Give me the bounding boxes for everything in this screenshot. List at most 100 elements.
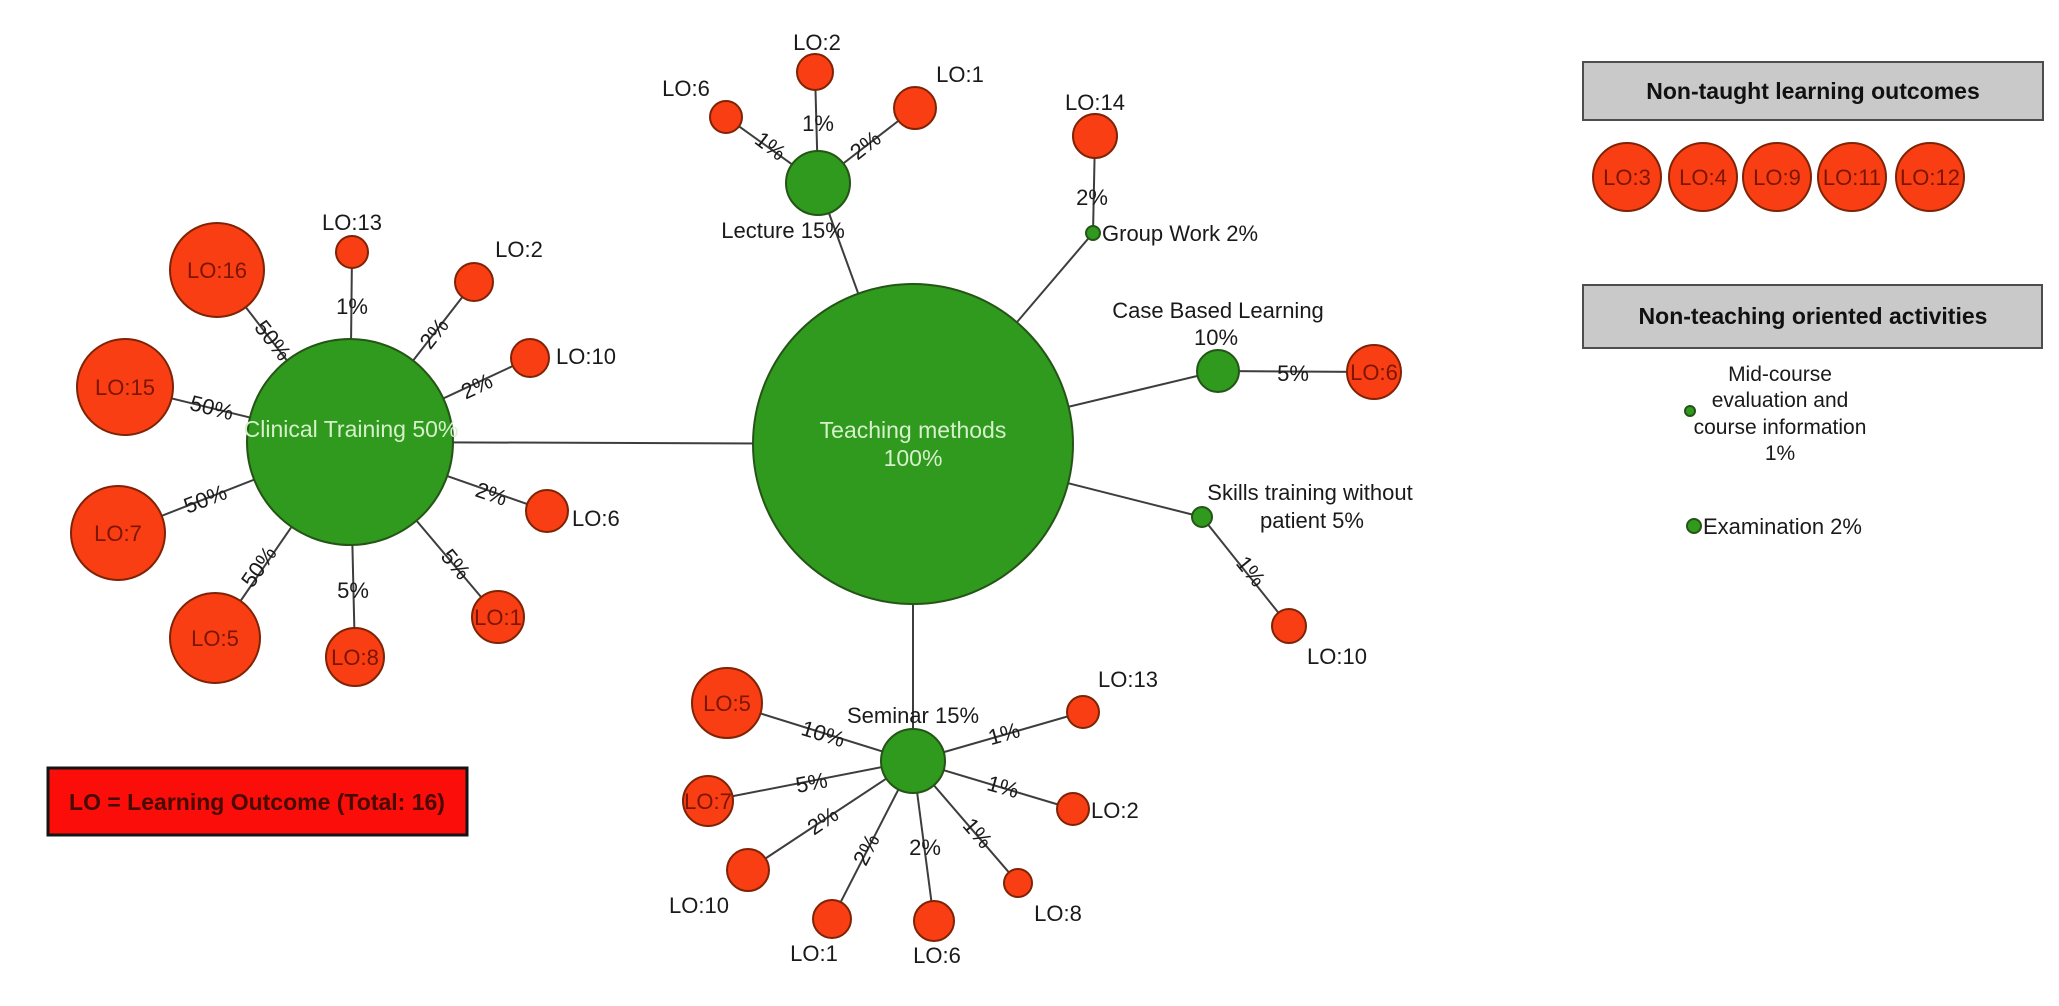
lo-circle — [1817, 142, 1887, 212]
lo-label: LO:1 — [936, 62, 984, 87]
lo-circle — [169, 222, 265, 318]
sat-lecture-lo6: LO:6 1% — [662, 76, 791, 166]
sat-clinical-lo5: LO:5 50% — [169, 541, 282, 684]
pct-label: 1% — [1231, 551, 1270, 591]
pct-label: 50% — [236, 541, 282, 591]
lo-label: LO:8 — [1034, 901, 1082, 926]
lo-label: LO:13 — [1098, 667, 1158, 692]
case-based-label-line2: 10% — [1194, 325, 1238, 350]
panel-non-taught: Non-taught learning outcomes LO:3 LO:4 L… — [1582, 61, 2044, 212]
lo-circle — [709, 100, 743, 134]
lo-circle — [1592, 142, 1662, 212]
seminar-label: Seminar 15% — [847, 703, 979, 728]
lo-circle — [471, 590, 525, 644]
seminar-circle — [880, 728, 946, 794]
case-based-label-line1: Case Based Learning — [1112, 298, 1324, 323]
node-lecture: Lecture 15% — [721, 150, 851, 243]
case-based-circle — [1196, 349, 1240, 393]
lo-circle — [1271, 608, 1307, 644]
lo-circle — [682, 775, 734, 827]
legend-box — [46, 766, 469, 837]
pct-label: 5% — [794, 767, 830, 798]
lo-circle — [1056, 792, 1090, 826]
lo-circle — [335, 235, 369, 269]
lo-label: LO:2 — [495, 237, 543, 262]
lo-label: LO:14 — [1065, 90, 1125, 115]
pct-label: 1% — [984, 770, 1021, 803]
pct-label: 2% — [803, 802, 843, 841]
pct-label: 5% — [1277, 361, 1309, 386]
pct-label: 2% — [472, 477, 510, 511]
lo-label: LO:10 — [556, 344, 616, 369]
pct-label: 10% — [798, 715, 847, 752]
lo-label: LO:13 — [322, 210, 382, 235]
lo-label: LO:15 — [95, 375, 155, 400]
lo-label: LO:7 — [94, 521, 142, 546]
pct-label: 2% — [845, 125, 885, 164]
lo-label: LO:6 — [572, 506, 620, 531]
midcourse-line2: evaluation and — [1712, 389, 1849, 412]
lecture-satellites: LO:6 1% LO:2 1% LO:1 2% — [662, 30, 984, 166]
lo-circle — [1066, 695, 1100, 729]
lo-circle — [169, 592, 261, 684]
panel-non-teaching: Non-teaching oriented activities Mid-cou… — [1582, 284, 2043, 539]
pct-label: 1% — [802, 111, 834, 136]
teaching-methods-label-line2: 100% — [884, 445, 943, 471]
legend-label: LO = Learning Outcome (Total: 16) — [69, 789, 445, 815]
teaching-methods-circle — [752, 283, 1074, 605]
node-skills-training: Skills training without patient 5% 1% LO… — [1191, 480, 1413, 669]
sat-lecture-lo2: LO:2 1% — [793, 30, 841, 136]
sat-seminar-lo7: LO:7 5% — [682, 767, 830, 827]
lo-circle — [454, 262, 494, 302]
lo-circle — [796, 53, 834, 91]
lo-label: LO:9 — [1753, 165, 1801, 190]
midcourse-line3: course information — [1694, 416, 1867, 439]
lecture-circle — [785, 150, 851, 216]
lo-label: LO:6 — [1350, 360, 1398, 385]
clinical-training-circle — [246, 338, 454, 546]
node-clinical-training: Clinical Training 50% — [244, 338, 459, 546]
lo-label: LO:3 — [1603, 165, 1651, 190]
sat-seminar-lo10: LO:10 2% — [669, 802, 843, 918]
pct-label: 2% — [909, 835, 941, 860]
pct-label: 5% — [337, 578, 369, 603]
pct-label: 2% — [414, 313, 453, 353]
non-taught-item-lo4: LO:4 — [1668, 142, 1738, 212]
seminar-satellites: LO:5 10% LO:7 5% LO:10 2% LO:1 2% LO:6 2… — [669, 667, 1158, 968]
sat-clinical-lo1: LO:1 5% — [436, 544, 525, 644]
lo-circle — [76, 338, 174, 436]
examination-label: Examination 2% — [1703, 514, 1862, 539]
lo-circle — [1668, 142, 1738, 212]
lo-label: LO:2 — [793, 30, 841, 55]
clinical-training-label: Clinical Training 50% — [244, 416, 459, 442]
lo-label: LO:1 — [474, 605, 522, 630]
lo-circle — [510, 338, 550, 378]
non-taught-item-lo9: LO:9 — [1742, 142, 1812, 212]
non-teaching-title: Non-teaching oriented activities — [1639, 303, 1988, 329]
lo-label: LO:12 — [1900, 165, 1960, 190]
sat-clinical-lo2: LO:2 2% — [414, 237, 542, 354]
lo-label: LO:7 — [684, 789, 732, 814]
edge-skills-lo10 — [1201, 516, 1290, 627]
sat-seminar-lo6: LO:6 2% — [909, 835, 961, 968]
pct-label: 2% — [848, 830, 885, 870]
lo-circle — [913, 900, 955, 942]
lo-circle — [1003, 868, 1033, 898]
pct-label: 50% — [180, 479, 230, 518]
lo-label: LO:10 — [669, 893, 729, 918]
midcourse-line1: Mid-course — [1728, 363, 1832, 386]
sat-clinical-lo16: LO:16 50% — [169, 222, 296, 365]
lo-label: LO:1 — [790, 941, 838, 966]
lo-label: LO:16 — [187, 258, 247, 283]
skills-label-line2: patient 5% — [1260, 508, 1364, 533]
node-case-based-learning: Case Based Learning 10% 5% LO:6 — [1112, 298, 1402, 400]
lo-circle — [70, 485, 166, 581]
sat-clinical-lo10: LO:10 2% — [457, 338, 616, 404]
lo-label: LO:10 — [1307, 644, 1367, 669]
lo-label: LO:6 — [913, 943, 961, 968]
sat-clinical-lo15: LO:15 50% — [76, 338, 236, 436]
sat-seminar-lo13: LO:13 1% — [985, 667, 1158, 750]
lo-label: LO:6 — [662, 76, 710, 101]
